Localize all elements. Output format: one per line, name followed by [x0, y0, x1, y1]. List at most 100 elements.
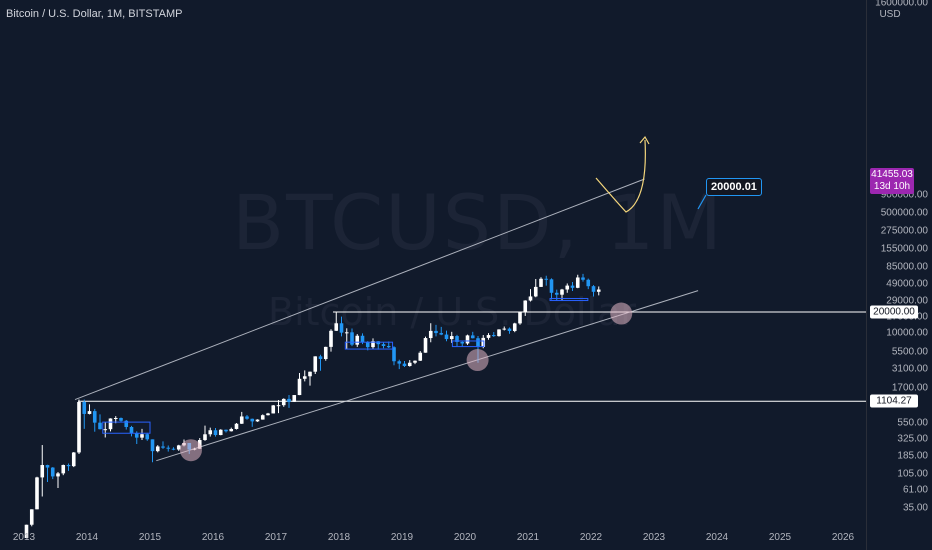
candle-body — [355, 335, 360, 345]
last-price-tag: 41455.03 13d 10h — [870, 168, 914, 194]
candle-body — [150, 439, 155, 452]
candle — [549, 278, 554, 300]
price-chart[interactable] — [0, 0, 866, 550]
candle — [539, 277, 543, 288]
candle — [98, 414, 102, 430]
candle — [497, 329, 501, 337]
candle-body — [334, 323, 339, 331]
candle-body — [418, 352, 423, 361]
candle-body — [554, 292, 559, 295]
candle — [218, 429, 223, 436]
candle-body — [119, 417, 123, 421]
candle — [61, 464, 66, 476]
bar-countdown: 13d 10h — [873, 181, 911, 192]
y-axis-tick-label: 29000.00 — [886, 295, 928, 307]
candle — [103, 422, 108, 438]
candle-body — [344, 332, 349, 334]
candle-body — [381, 344, 386, 346]
candle-body — [276, 405, 281, 407]
candle — [413, 360, 417, 365]
candle — [35, 476, 39, 510]
candle — [203, 425, 207, 441]
candle — [92, 408, 97, 432]
candle — [528, 289, 533, 302]
candle-body — [350, 332, 354, 345]
candle — [428, 323, 433, 343]
y-axis-tick-label: 325.00 — [897, 433, 928, 445]
price-axis[interactable] — [866, 0, 932, 550]
candle-body — [308, 371, 312, 377]
level-tag-1104: 1104.27 — [870, 394, 918, 408]
candle-body — [397, 361, 402, 364]
candle — [82, 399, 87, 429]
candle — [271, 405, 276, 414]
candle — [339, 316, 344, 337]
candle-body — [35, 477, 39, 510]
candle — [329, 329, 333, 352]
candle-body — [528, 296, 533, 301]
candle — [523, 300, 528, 316]
candle — [71, 452, 76, 468]
candle-body — [213, 430, 218, 436]
candle — [150, 439, 155, 463]
candle — [229, 427, 234, 432]
candle — [434, 324, 438, 337]
candle-body — [591, 286, 596, 292]
candle-body — [533, 286, 538, 297]
callout-pointer — [697, 194, 707, 210]
candle — [171, 447, 176, 451]
candle — [313, 356, 318, 374]
candle-body — [581, 277, 585, 280]
y-axis-tick-label: 49000.00 — [886, 278, 928, 290]
candle-body — [596, 289, 601, 292]
x-axis-tick-label: 2025 — [768, 532, 792, 543]
candle-body — [470, 335, 475, 339]
candle-body — [549, 279, 554, 293]
y-axis-tick-label: 1700.00 — [891, 382, 928, 394]
y-axis-tick-label: 105.00 — [897, 468, 928, 480]
candle — [418, 351, 423, 361]
candle — [423, 336, 428, 353]
y-axis-tick-label: 3100.00 — [891, 363, 928, 375]
y-axis-tick-label: 10000.00 — [886, 327, 928, 339]
candle — [302, 370, 307, 382]
last-price: 41455.03 — [871, 169, 913, 180]
candle-body — [318, 356, 323, 360]
candle — [24, 524, 29, 539]
y-axis-tick-label: 155000.00 — [880, 243, 928, 255]
price-callout[interactable]: 20000.01 — [706, 178, 762, 196]
candle — [486, 333, 491, 340]
x-axis-tick-label: 2018 — [327, 532, 351, 543]
candle-body — [56, 473, 60, 477]
x-axis-tick-label: 2020 — [453, 532, 477, 543]
candle-body — [481, 337, 486, 347]
candle-body — [460, 341, 465, 344]
candle-body — [24, 524, 29, 539]
consolidation-box — [549, 297, 589, 302]
candle-body — [171, 448, 176, 450]
candle-body — [108, 418, 113, 430]
candle — [292, 395, 297, 403]
candle — [308, 371, 312, 386]
candle-body — [71, 452, 76, 467]
candle — [381, 342, 386, 349]
candle — [507, 327, 512, 334]
candle-body — [491, 335, 496, 337]
candle-body — [407, 362, 412, 367]
candle — [66, 463, 71, 471]
candle-body — [413, 360, 417, 363]
candle-body — [155, 446, 160, 452]
candle-body — [145, 434, 150, 440]
y-axis-tick-label: 61.00 — [902, 484, 928, 496]
candle-body — [129, 426, 134, 434]
candle — [355, 334, 360, 347]
projection-arrowhead — [639, 135, 650, 145]
candle-body — [234, 423, 239, 429]
candle-body — [544, 278, 549, 280]
candle-body — [29, 509, 34, 525]
candle — [50, 467, 55, 480]
candle-body — [455, 336, 459, 342]
candle-body — [287, 398, 291, 402]
candle-body — [239, 416, 244, 424]
